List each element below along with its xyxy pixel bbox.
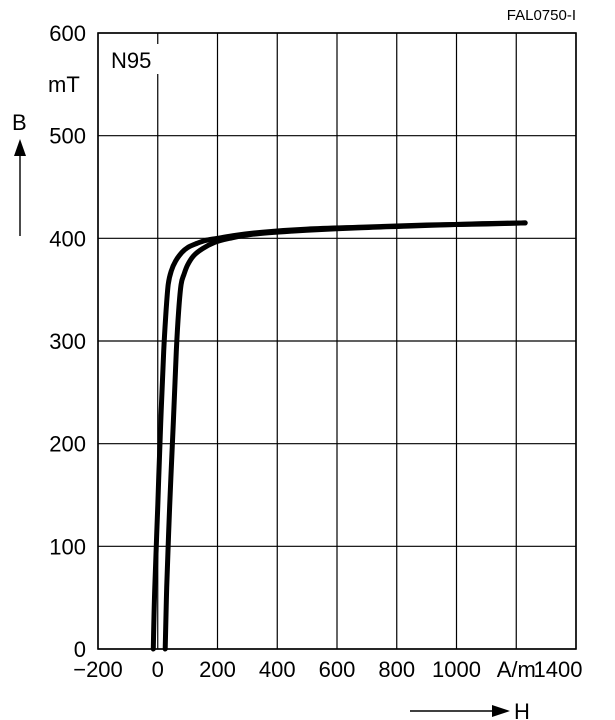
y-axis-arrow-icon	[14, 139, 26, 236]
y-tick-label: 200	[49, 432, 86, 457]
y-tick-label: 600	[49, 21, 86, 46]
y-tick-label: 0	[74, 637, 86, 662]
y-tick-label: 500	[49, 124, 86, 149]
material-label: N95	[111, 48, 151, 73]
y-tick-label: 100	[49, 534, 86, 559]
x-axis-arrow-icon	[410, 705, 510, 717]
material-label-bg	[108, 44, 166, 74]
y-axis-label: B	[12, 110, 27, 135]
y-tick-label: 300	[49, 329, 86, 354]
plot-frame	[97, 32, 577, 650]
y-tick-labels: 0 100 200 300 400 500 600	[49, 21, 86, 662]
x-tick-label: 1000	[432, 657, 481, 682]
x-tick-label: 600	[319, 657, 356, 682]
hysteresis-branch-right	[162, 220, 528, 652]
grid	[97, 32, 577, 650]
figure-id: FAL0750-I	[507, 7, 576, 24]
x-tick-label: A/m	[497, 657, 536, 682]
y-tick-label: 400	[49, 226, 86, 251]
x-tick-label: −200	[73, 657, 123, 682]
y-axis-unit: mT	[48, 72, 80, 97]
x-tick-label: 800	[378, 657, 415, 682]
hysteresis-branch-left	[150, 220, 528, 652]
x-tick-label: 1400	[534, 657, 583, 682]
x-axis-label: H	[514, 699, 530, 720]
x-tick-label: 0	[152, 657, 164, 682]
curves	[150, 220, 528, 652]
x-tick-label: 200	[199, 657, 236, 682]
x-tick-label: 400	[259, 657, 296, 682]
